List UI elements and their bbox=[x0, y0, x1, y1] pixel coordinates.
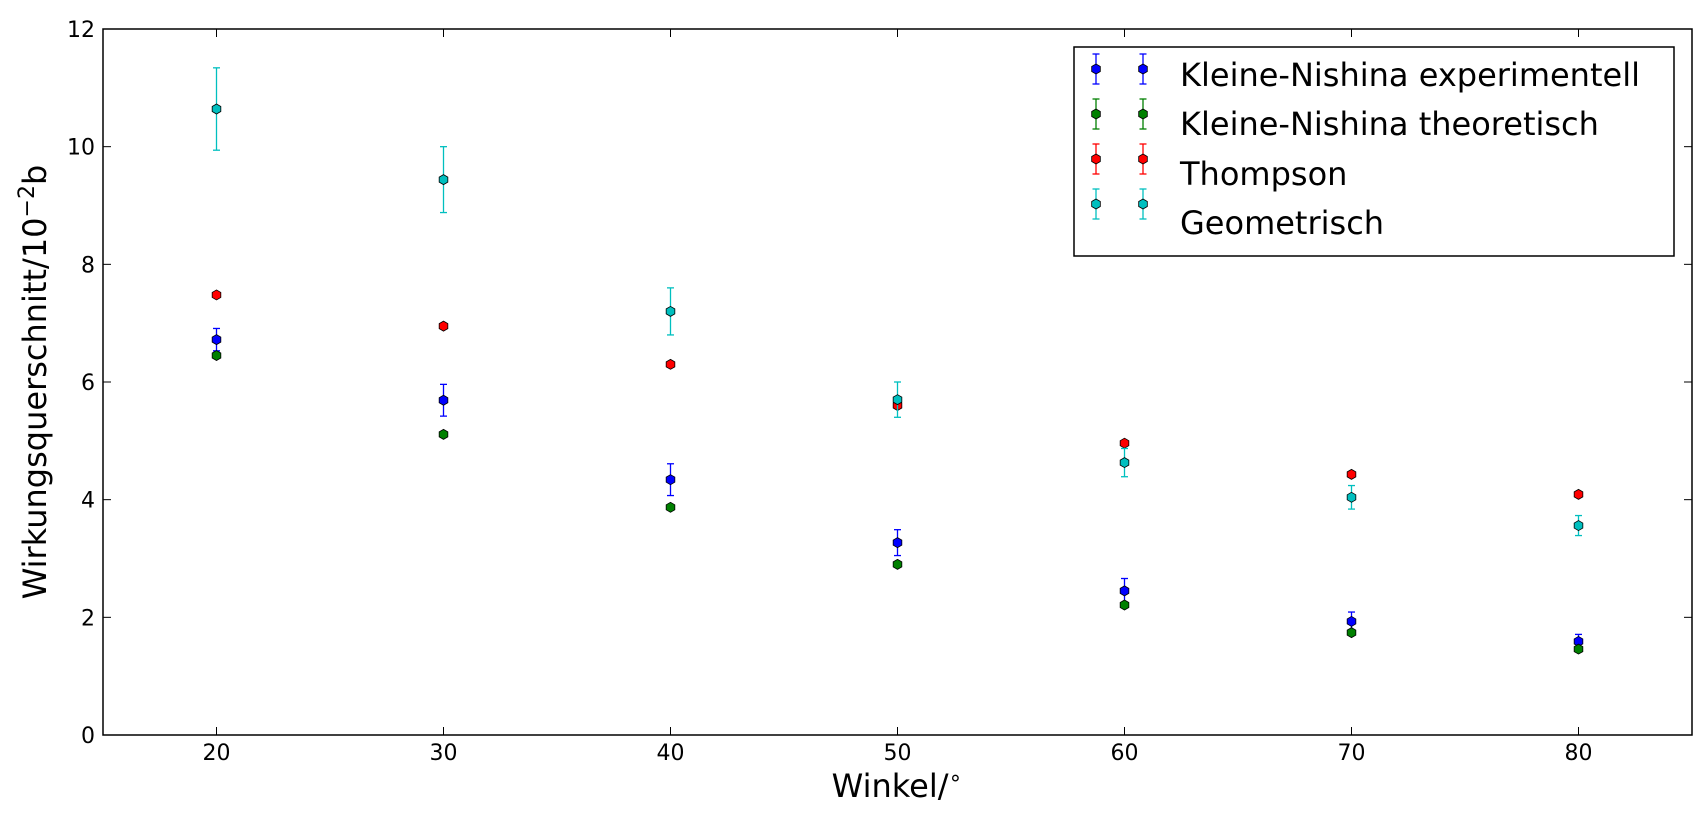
legend-marker bbox=[1138, 108, 1148, 120]
data-point bbox=[665, 501, 676, 513]
x-tick-label: 30 bbox=[430, 741, 458, 766]
data-point bbox=[1119, 457, 1130, 469]
series-3 bbox=[211, 289, 1584, 500]
legend-marker bbox=[1091, 108, 1101, 120]
data-point bbox=[665, 305, 676, 317]
x-axis-label-text: Winkel/ bbox=[832, 767, 949, 805]
data-point bbox=[1573, 520, 1584, 532]
y-tick-label: 0 bbox=[81, 724, 95, 749]
data-point bbox=[211, 103, 222, 115]
data-point bbox=[892, 558, 903, 570]
y-tick-label: 6 bbox=[81, 371, 95, 396]
data-point bbox=[211, 350, 222, 361]
data-point bbox=[1346, 468, 1357, 480]
x-tick-label: 20 bbox=[203, 741, 231, 766]
x-axis-label: Winkel/∘ bbox=[832, 766, 963, 805]
y-tick-label: 12 bbox=[67, 18, 95, 43]
data-point bbox=[665, 358, 676, 370]
legend-marker bbox=[1091, 153, 1101, 165]
legend-frame bbox=[1073, 46, 1675, 257]
data-point bbox=[1346, 627, 1357, 639]
legend-label-kn-theoretisch: Kleine-Nishina theoretisch bbox=[1180, 105, 1599, 143]
data-point bbox=[438, 174, 449, 186]
y-tick-label: 2 bbox=[81, 606, 95, 631]
y-tick-label: 10 bbox=[67, 136, 95, 161]
legend-label-kn-experimentell: Kleine-Nishina experimentell bbox=[1180, 56, 1640, 94]
x-tick-label: 60 bbox=[1111, 741, 1139, 766]
plot-frame bbox=[102, 28, 1693, 736]
data-point bbox=[211, 289, 222, 301]
data-point bbox=[1346, 491, 1357, 503]
series-4 bbox=[211, 67, 1584, 537]
data-point bbox=[892, 537, 903, 549]
data-point bbox=[438, 320, 449, 332]
data-point bbox=[211, 334, 222, 346]
legend-markers bbox=[1091, 53, 1148, 220]
legend-marker bbox=[1091, 198, 1101, 210]
series-2 bbox=[211, 350, 1584, 655]
x-tick-label: 40 bbox=[657, 741, 685, 766]
x-tick-label: 70 bbox=[1338, 741, 1366, 766]
data-point bbox=[892, 394, 903, 406]
data-point bbox=[438, 428, 449, 440]
y-tick-label: 4 bbox=[81, 489, 95, 514]
legend-label-geometrisch: Geometrisch bbox=[1180, 204, 1384, 242]
y-axis-label-suffix: b bbox=[16, 165, 54, 185]
data-layer bbox=[211, 67, 1584, 655]
y-axis-label: Wirkungsquerschnitt/10−2b bbox=[15, 165, 54, 600]
y-axis-label-text: Wirkungsquerschnitt/10 bbox=[16, 217, 54, 599]
data-point bbox=[1119, 585, 1130, 597]
data-point bbox=[438, 394, 449, 406]
legend-marker bbox=[1091, 63, 1101, 75]
ticks-layer: 20 30 40 50 60 70 80 0 2 4 6 8 10 12 bbox=[67, 18, 1692, 766]
legend-marker bbox=[1138, 198, 1148, 210]
data-point bbox=[1119, 599, 1130, 611]
legend-label-thompson: Thompson bbox=[1179, 155, 1347, 193]
x-tick-label: 50 bbox=[884, 741, 912, 766]
data-point bbox=[665, 474, 676, 486]
legend-marker bbox=[1138, 153, 1148, 165]
x-tick-label: 80 bbox=[1565, 741, 1593, 766]
data-point bbox=[1346, 615, 1357, 627]
data-point bbox=[1573, 488, 1584, 500]
data-point bbox=[1573, 643, 1584, 655]
legend: Kleine-Nishina experimentell Kleine-Nish… bbox=[1073, 46, 1675, 257]
y-axis-label-superscript: −2 bbox=[15, 185, 40, 217]
x-axis-label-superscript: ∘ bbox=[949, 766, 963, 791]
data-point bbox=[1119, 437, 1130, 449]
legend-marker bbox=[1138, 63, 1148, 75]
y-tick-label: 8 bbox=[81, 253, 95, 278]
